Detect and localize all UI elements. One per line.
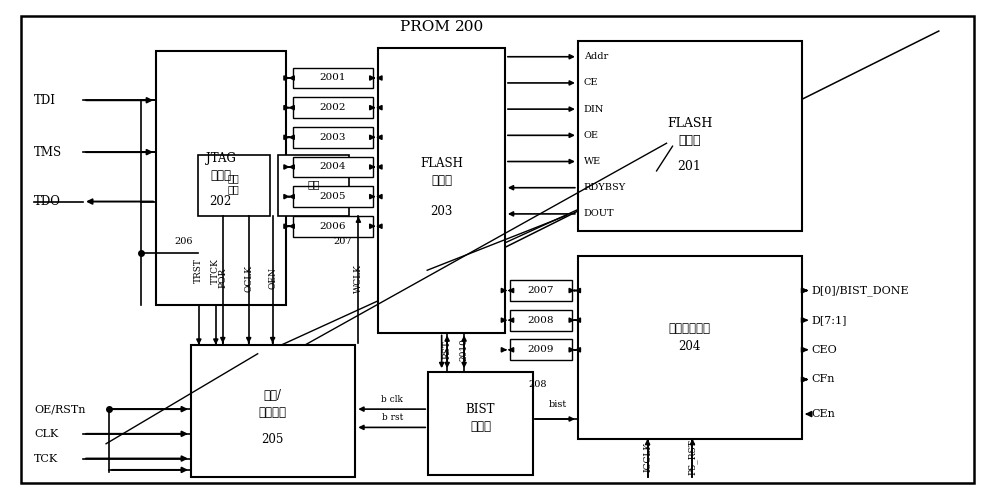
Text: 200: 200 [455, 20, 484, 34]
Text: 206: 206 [175, 237, 193, 246]
FancyBboxPatch shape [293, 186, 373, 207]
Text: bist: bist [549, 400, 567, 409]
FancyBboxPatch shape [293, 216, 373, 237]
Text: OE: OE [584, 131, 599, 140]
Text: 201: 201 [678, 161, 701, 173]
Text: 2008: 2008 [528, 316, 554, 325]
Text: 2004: 2004 [320, 163, 346, 171]
Text: PROM: PROM [400, 20, 455, 34]
Text: TDI: TDI [34, 94, 56, 107]
Text: 2007: 2007 [528, 286, 554, 295]
FancyBboxPatch shape [278, 155, 349, 216]
Text: 时钟/
复位电路: 时钟/ 复位电路 [259, 389, 287, 419]
FancyBboxPatch shape [293, 127, 373, 148]
Text: b clk: b clk [381, 395, 403, 404]
Text: OEN: OEN [268, 267, 277, 289]
Text: CFn: CFn [811, 374, 835, 385]
Text: 2005: 2005 [320, 192, 346, 201]
FancyBboxPatch shape [293, 97, 373, 118]
Text: CEO: CEO [811, 345, 837, 355]
Text: WE: WE [584, 157, 601, 166]
Text: FLASH
控制器: FLASH 控制器 [420, 157, 463, 187]
Text: TMS: TMS [34, 146, 62, 159]
Text: 2010: 2010 [460, 338, 469, 361]
FancyBboxPatch shape [578, 256, 802, 439]
Text: D[7:1]: D[7:1] [811, 315, 847, 325]
Text: 晶振: 晶振 [307, 180, 320, 189]
Text: 2003: 2003 [320, 133, 346, 142]
FancyBboxPatch shape [21, 16, 974, 483]
Text: 上电
复位: 上电 复位 [228, 174, 240, 194]
Text: Addr: Addr [584, 52, 608, 61]
Text: POR: POR [218, 268, 227, 288]
Text: 2002: 2002 [320, 103, 346, 112]
Text: D[0]/BIST_DONE: D[0]/BIST_DONE [811, 285, 909, 296]
Text: RST: RST [443, 340, 452, 359]
Text: TTCK: TTCK [211, 258, 220, 284]
Text: 202: 202 [210, 195, 232, 208]
Text: CEn: CEn [811, 409, 835, 419]
Text: ICCLK: ICCLK [643, 442, 652, 472]
Text: OE/RSTn: OE/RSTn [34, 404, 86, 414]
Text: b rst: b rst [382, 414, 403, 422]
Text: 2009: 2009 [528, 345, 554, 354]
Text: TRST: TRST [194, 258, 203, 283]
Text: CE: CE [584, 79, 598, 87]
Text: 208: 208 [529, 380, 547, 389]
Text: TDO: TDO [34, 195, 61, 208]
FancyBboxPatch shape [428, 372, 533, 475]
FancyBboxPatch shape [378, 48, 505, 332]
Text: RDYBSY: RDYBSY [584, 183, 626, 192]
Text: DIN: DIN [584, 105, 604, 114]
Text: 2006: 2006 [320, 222, 346, 231]
Text: FLASH
存储器: FLASH 存储器 [667, 117, 712, 147]
Text: 2001: 2001 [320, 74, 346, 83]
Text: WCLK: WCLK [354, 263, 363, 293]
FancyBboxPatch shape [510, 339, 572, 360]
FancyBboxPatch shape [510, 310, 572, 331]
Text: PS_RST: PS_RST [688, 439, 697, 475]
Text: TCK: TCK [34, 454, 59, 464]
FancyBboxPatch shape [191, 345, 355, 477]
Text: 207: 207 [333, 237, 352, 246]
Text: BIST
控制器: BIST 控制器 [466, 403, 495, 432]
FancyBboxPatch shape [293, 68, 373, 88]
Text: DOUT: DOUT [584, 209, 614, 218]
Text: OCLK: OCLK [244, 264, 253, 292]
Text: 203: 203 [430, 205, 453, 218]
FancyBboxPatch shape [293, 157, 373, 177]
Text: 并串转换电路
204: 并串转换电路 204 [668, 322, 710, 353]
FancyBboxPatch shape [198, 155, 270, 216]
FancyBboxPatch shape [578, 41, 802, 231]
Text: CLK: CLK [34, 429, 59, 439]
Text: 205: 205 [261, 433, 284, 446]
Text: JTAG
控制器: JTAG 控制器 [206, 152, 236, 182]
FancyBboxPatch shape [510, 280, 572, 301]
FancyBboxPatch shape [156, 51, 286, 305]
